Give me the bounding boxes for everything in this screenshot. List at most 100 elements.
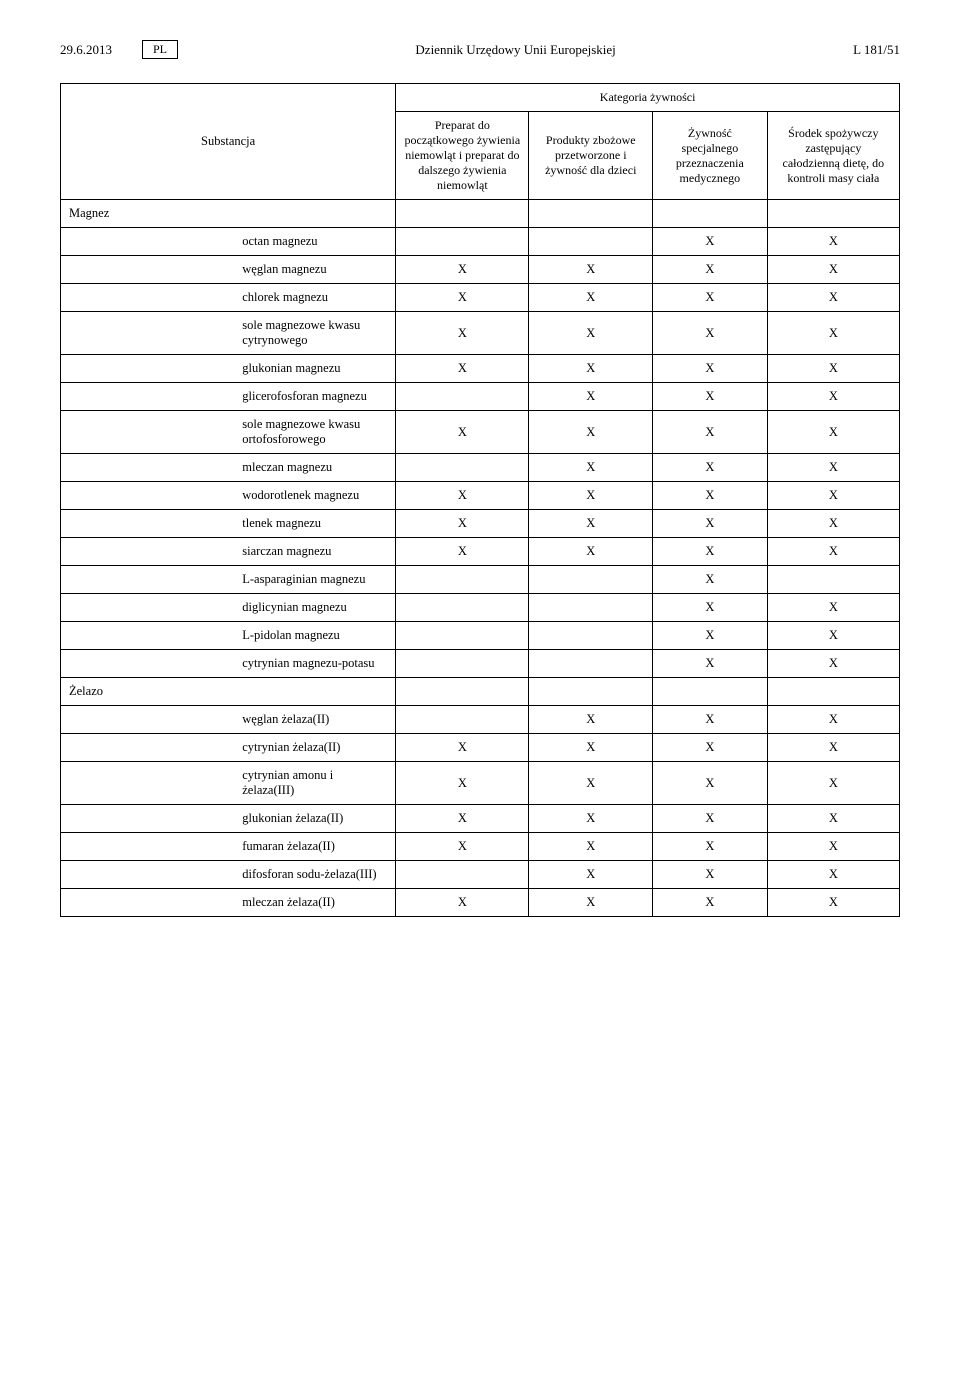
value-cell: X [653, 650, 768, 678]
value-cell [396, 566, 529, 594]
table-row: glukonian magnezuXXXX [61, 355, 900, 383]
value-cell: X [653, 594, 768, 622]
value-cell: X [767, 312, 899, 355]
table-row: węglan żelaza(II)XXX [61, 706, 900, 734]
col-substance-header: Substancja [61, 84, 396, 200]
compound-label: cytrynian amonu i żelaza(III) [234, 762, 396, 805]
table-row: cytrynian amonu i żelaza(III)XXXX [61, 762, 900, 805]
table-row: mleczan magnezuXXX [61, 454, 900, 482]
table-row: sole magnezowe kwasu ortofosforowegoXXXX [61, 411, 900, 454]
col2-header: Produkty zbożowe przetworzone i żywność … [529, 112, 653, 200]
table-row: cytrynian magnezu-potasu XX [61, 650, 900, 678]
compound-label: glukonian magnezu [234, 355, 396, 383]
table-row: octan magnezuXX [61, 228, 900, 256]
value-cell: X [396, 833, 529, 861]
compound-label: L-asparaginian magnezu [234, 566, 396, 594]
value-cell: X [653, 454, 768, 482]
empty-cell [767, 678, 899, 706]
compound-label: sole magnezowe kwasu ortofosforowego [234, 411, 396, 454]
value-cell: X [396, 510, 529, 538]
indent-cell [61, 566, 235, 594]
table-row: siarczan magnezuXXXX [61, 538, 900, 566]
value-cell [396, 650, 529, 678]
value-cell [529, 622, 653, 650]
empty-cell [653, 200, 768, 228]
value-cell: X [653, 284, 768, 312]
indent-cell [61, 256, 235, 284]
section-label: Magnez [61, 200, 396, 228]
value-cell [396, 861, 529, 889]
compound-label: octan magnezu [234, 228, 396, 256]
compound-label: węglan magnezu [234, 256, 396, 284]
table-row: L-pidolan magnezuXX [61, 622, 900, 650]
compound-label: difosforan sodu-żelaza(III) [234, 861, 396, 889]
compound-label: cytrynian magnezu-potasu [234, 650, 396, 678]
value-cell: X [767, 355, 899, 383]
value-cell: X [529, 734, 653, 762]
value-cell: X [396, 889, 529, 917]
value-cell: X [767, 734, 899, 762]
table-row: chlorek magnezuXXXX [61, 284, 900, 312]
compound-label: wodorotlenek magnezu [234, 482, 396, 510]
value-cell: X [767, 861, 899, 889]
value-cell: X [653, 383, 768, 411]
indent-cell [61, 762, 235, 805]
value-cell: X [653, 762, 768, 805]
compound-label: tlenek magnezu [234, 510, 396, 538]
value-cell: X [767, 454, 899, 482]
table-row: fumaran żelaza(II)XXXX [61, 833, 900, 861]
empty-cell [767, 200, 899, 228]
value-cell: X [529, 312, 653, 355]
value-cell: X [653, 566, 768, 594]
value-cell: X [529, 256, 653, 284]
compound-label: diglicynian magnezu [234, 594, 396, 622]
compound-label: fumaran żelaza(II) [234, 833, 396, 861]
header-left: 29.6.2013 PL [60, 40, 178, 59]
compound-label: L-pidolan magnezu [234, 622, 396, 650]
table-row: cytrynian żelaza(II)XXXX [61, 734, 900, 762]
value-cell: X [529, 706, 653, 734]
value-cell: X [653, 622, 768, 650]
value-cell: X [767, 805, 899, 833]
indent-cell [61, 538, 235, 566]
table-row: diglicynian magnezuXX [61, 594, 900, 622]
table-row: glicerofosforan magnezuXXX [61, 383, 900, 411]
value-cell: X [653, 734, 768, 762]
empty-cell [653, 678, 768, 706]
value-cell: X [653, 706, 768, 734]
value-cell: X [653, 411, 768, 454]
value-cell: X [529, 411, 653, 454]
value-cell: X [529, 284, 653, 312]
empty-cell [396, 678, 529, 706]
value-cell: X [653, 538, 768, 566]
value-cell: X [653, 482, 768, 510]
value-cell: X [396, 762, 529, 805]
indent-cell [61, 454, 235, 482]
compound-label: mleczan magnezu [234, 454, 396, 482]
value-cell [767, 566, 899, 594]
value-cell: X [767, 889, 899, 917]
header-date: 29.6.2013 [60, 42, 112, 58]
indent-cell [61, 734, 235, 762]
value-cell: X [529, 805, 653, 833]
value-cell [529, 650, 653, 678]
value-cell: X [396, 312, 529, 355]
value-cell: X [529, 762, 653, 805]
value-cell: X [653, 355, 768, 383]
indent-cell [61, 355, 235, 383]
value-cell: X [529, 833, 653, 861]
compound-label: mleczan żelaza(II) [234, 889, 396, 917]
value-cell: X [653, 256, 768, 284]
compound-label: węglan żelaza(II) [234, 706, 396, 734]
value-cell: X [767, 650, 899, 678]
indent-cell [61, 228, 235, 256]
value-cell [529, 594, 653, 622]
value-cell: X [529, 861, 653, 889]
value-cell [396, 706, 529, 734]
category-header: Kategoria żywności [396, 84, 900, 112]
indent-cell [61, 594, 235, 622]
indent-cell [61, 284, 235, 312]
section-label: Żelazo [61, 678, 396, 706]
indent-cell [61, 482, 235, 510]
lang-code: PL [142, 40, 178, 59]
